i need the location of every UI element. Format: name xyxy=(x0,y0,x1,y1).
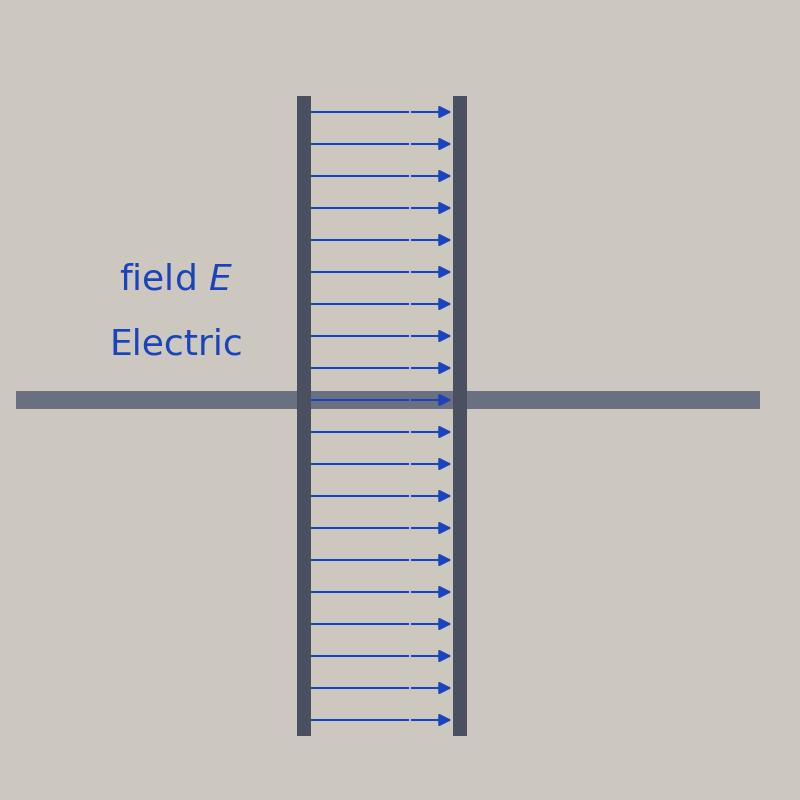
Bar xyxy=(453,96,467,736)
Text: field $\it{E}$: field $\it{E}$ xyxy=(119,263,233,297)
Bar xyxy=(16,391,760,409)
Text: Electric: Electric xyxy=(109,327,243,361)
Bar xyxy=(297,96,311,736)
